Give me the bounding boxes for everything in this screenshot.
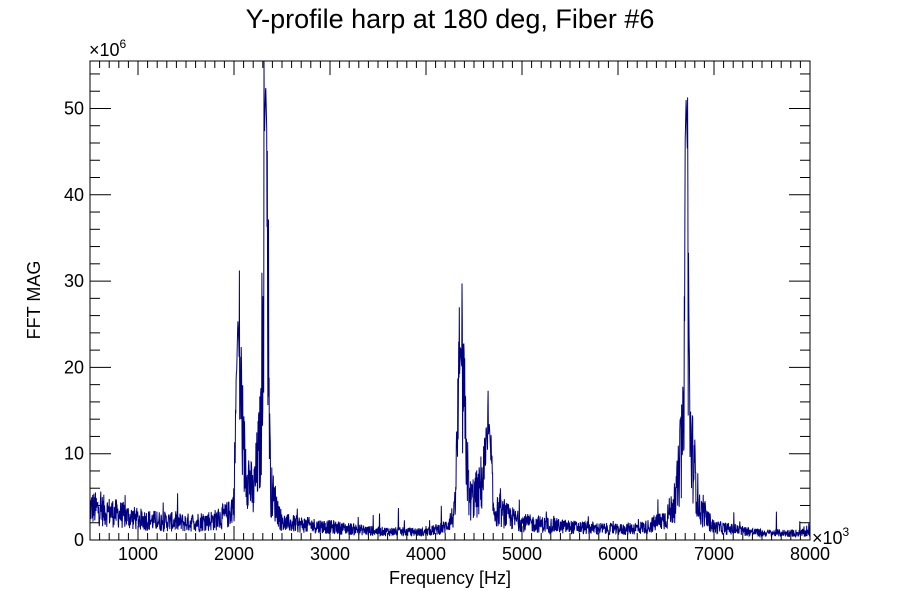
plot-frame: [89, 60, 811, 541]
x-tick-label: 5000: [502, 544, 542, 564]
chart-title: Y-profile harp at 180 deg, Fiber #6: [246, 4, 655, 34]
y-tick-label: 0: [74, 530, 84, 550]
x-tick-label: 2000: [214, 544, 254, 564]
y-axis-label: FFT MAG: [24, 261, 44, 340]
x-tick-label: 6000: [598, 544, 638, 564]
y-tick-label: 40: [64, 185, 84, 205]
spectrum-line: [89, 60, 811, 539]
y-multiplier-exp: 6: [120, 37, 127, 51]
x-tick-label: 4000: [406, 544, 446, 564]
x-tick-label: 8000: [790, 544, 830, 564]
x-tick-label: 7000: [694, 544, 734, 564]
y-tick-label: 30: [64, 271, 84, 291]
x-tick-label: 1000: [118, 544, 158, 564]
series-layer: [89, 60, 811, 539]
x-multiplier-base: ×10: [812, 528, 843, 548]
x-multiplier: ×103: [812, 525, 850, 548]
x-axis-label: Frequency [Hz]: [389, 568, 511, 588]
x-multiplier-exp: 3: [843, 525, 850, 539]
y-multiplier-base: ×10: [89, 40, 120, 60]
y-tick-label: 20: [64, 357, 84, 377]
y-tick-label: 10: [64, 444, 84, 464]
y-multiplier: ×106: [89, 37, 127, 60]
x-tick-label: 3000: [310, 544, 350, 564]
y-tick-label: 50: [64, 98, 84, 118]
axis-ticks: 1000 2000 3000 4000 5000 6000 7000 8000 0 10 20 30 4…: [64, 61, 830, 564]
